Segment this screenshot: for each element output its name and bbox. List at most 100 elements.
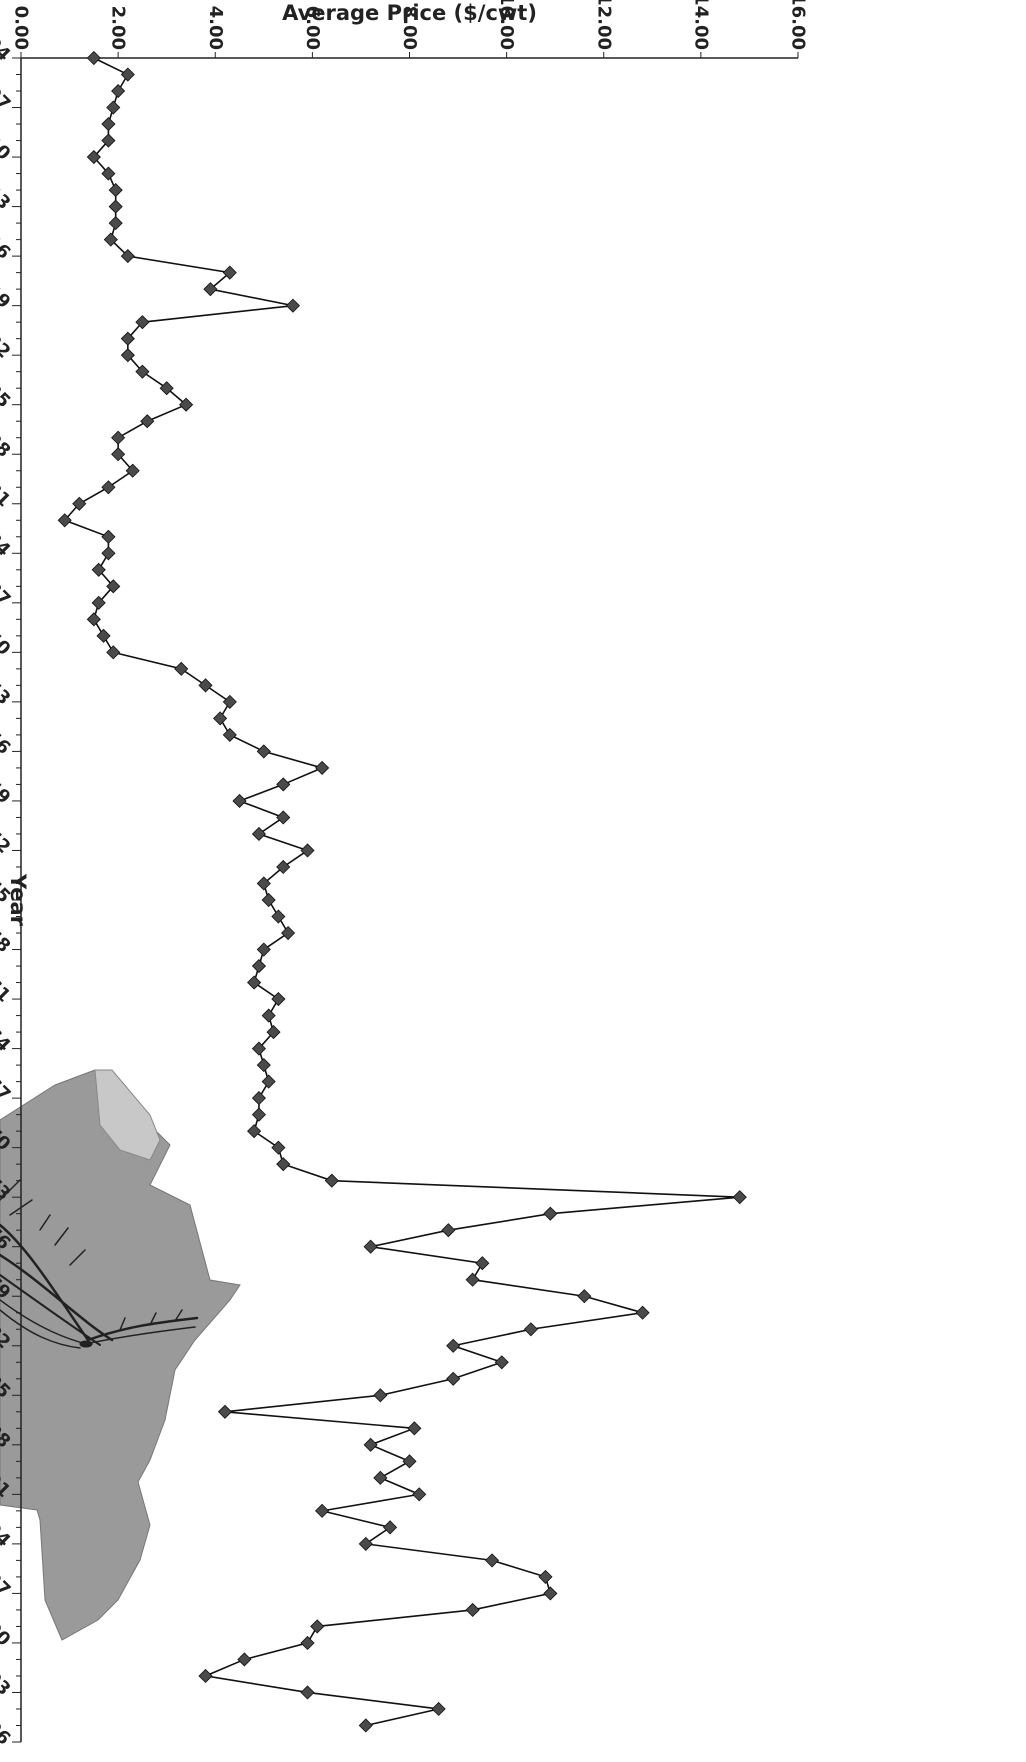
data-point-marker — [300, 1635, 315, 1651]
y-tick-label: 2.00 — [108, 6, 129, 50]
data-markers — [57, 50, 747, 1733]
data-point-marker — [358, 1536, 373, 1551]
data-point-marker — [446, 1338, 461, 1353]
data-point-marker — [276, 777, 291, 792]
price-line — [63, 57, 740, 1727]
data-point-marker — [407, 1421, 422, 1436]
data-point-marker — [635, 1305, 650, 1320]
data-point-marker — [256, 1058, 271, 1073]
data-point-marker — [315, 1503, 330, 1518]
data-point-marker — [135, 364, 150, 379]
data-point-marker — [174, 661, 189, 676]
data-point-marker — [271, 909, 286, 924]
y-tick-label: 14.00 — [690, 0, 711, 50]
x-axis-title: Year — [6, 873, 30, 927]
data-point-marker — [213, 711, 228, 726]
data-point-marker — [261, 1008, 276, 1023]
data-point-marker — [256, 876, 271, 891]
data-point-marker — [57, 513, 72, 528]
data-point-marker — [106, 645, 121, 660]
data-point-marker — [281, 925, 296, 941]
data-point-marker — [86, 612, 101, 627]
data-point-marker — [72, 496, 87, 511]
data-point-marker — [285, 298, 301, 313]
data-point-marker — [266, 1025, 281, 1040]
data-point-marker — [101, 116, 116, 132]
data-point-marker — [222, 694, 237, 709]
data-point-marker — [103, 232, 118, 247]
data-point-marker — [91, 562, 106, 577]
data-point-marker — [120, 331, 135, 346]
data-point-marker — [101, 480, 116, 495]
data-point-marker — [543, 1586, 558, 1601]
data-point-marker — [523, 1322, 538, 1337]
y-tick-label: 12.00 — [593, 0, 614, 50]
data-point-marker — [232, 793, 247, 809]
data-point-marker — [373, 1470, 388, 1485]
africa-silhouette-icon — [0, 1069, 241, 1641]
y-tick-label: 8.00 — [399, 6, 420, 50]
y-axis-tick-labels: 0.00 2.00 4.00 6.00 8.00 10.00 12.00 14.00 16.00 — [11, 0, 809, 50]
data-point-marker — [237, 1652, 252, 1667]
data-point-marker — [198, 1668, 213, 1684]
data-point-marker — [484, 1553, 500, 1568]
data-point-marker — [315, 760, 330, 775]
data-point-marker — [251, 1091, 267, 1106]
data-point-marker — [383, 1520, 398, 1535]
data-point-marker — [120, 67, 135, 82]
data-point-marker — [373, 1388, 388, 1403]
data-point-marker — [256, 744, 271, 759]
map-highlight-region — [94, 1069, 161, 1161]
data-point-marker — [120, 348, 135, 363]
data-point-marker — [86, 149, 101, 165]
data-point-marker — [106, 100, 121, 115]
axes — [12, 52, 799, 1743]
data-point-marker — [217, 1404, 233, 1419]
data-point-marker — [179, 397, 194, 412]
data-point-marker — [222, 727, 237, 742]
data-point-marker — [111, 83, 126, 99]
data-point-marker — [276, 1157, 291, 1172]
data-point-marker — [247, 975, 262, 990]
data-point-marker — [101, 546, 116, 561]
data-point-marker — [412, 1487, 427, 1502]
data-point-marker — [140, 414, 155, 429]
data-point-marker — [441, 1223, 456, 1238]
data-point-marker — [159, 381, 174, 396]
data-point-marker — [101, 166, 116, 181]
data-point-marker — [96, 628, 111, 643]
data-point-marker — [108, 199, 123, 214]
y-tick-label: 0.00 — [11, 6, 32, 50]
data-point-marker — [261, 892, 276, 908]
data-point-marker — [402, 1454, 417, 1469]
data-point-marker — [111, 430, 126, 445]
data-point-marker — [300, 843, 315, 858]
data-point-marker — [251, 826, 267, 842]
data-point-marker — [446, 1371, 461, 1386]
data-point-marker — [363, 1437, 378, 1452]
data-point-marker — [108, 183, 123, 198]
data-point-marker — [732, 1190, 747, 1205]
y-tick-label: 6.00 — [302, 6, 323, 50]
data-point-marker — [465, 1272, 480, 1287]
data-point-marker — [251, 958, 267, 974]
rice-grain-stalk-icon — [0, 1179, 199, 1349]
data-point-marker — [135, 315, 150, 330]
data-point-marker — [256, 942, 271, 957]
data-point-marker — [310, 1619, 325, 1634]
data-point-marker — [101, 133, 116, 148]
data-point-marker — [300, 1685, 315, 1700]
data-point-marker — [363, 1239, 378, 1254]
data-point-marker — [276, 859, 291, 875]
data-point-marker — [101, 529, 116, 544]
y-tick-label: 16.00 — [788, 0, 809, 50]
y-tick-label: 4.00 — [205, 6, 226, 50]
africa-map-illustration — [0, 1069, 241, 1641]
data-point-marker — [577, 1289, 592, 1304]
data-point-marker — [271, 1140, 286, 1155]
data-point-marker — [543, 1206, 558, 1221]
data-point-marker — [108, 216, 123, 231]
data-point-marker — [125, 463, 140, 478]
data-point-marker — [222, 265, 237, 280]
